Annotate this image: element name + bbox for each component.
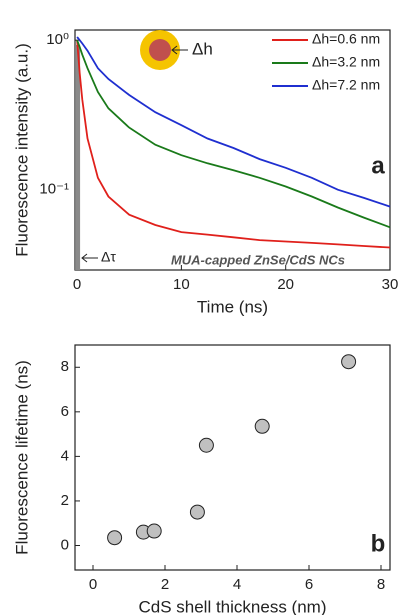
panel-label: b [371,530,386,557]
x-tick-label: 6 [305,576,313,593]
panel-label: a [371,152,385,179]
plot-frame [74,29,391,271]
x-tick-label: 0 [89,576,97,593]
data-point [341,354,357,370]
sample-label: MUA-capped ZnSe/CdS NCs [171,252,345,267]
x-tick-label: 8 [377,576,385,593]
y-tick-label: 4 [61,447,69,464]
decay-curve [76,36,391,208]
data-point [189,504,205,520]
y-tick-label: 8 [61,358,69,375]
x-axis-label: CdS shell thickness (nm) [138,597,326,615]
data-point [254,418,270,434]
y-tick-label: 10⁰ [46,31,69,48]
data-point [107,530,123,546]
shell-label: Δh [192,39,213,58]
data-point [198,437,214,453]
data-point [146,523,162,539]
decay-curve [76,40,391,249]
plot-frame [74,344,391,571]
core-icon [149,39,171,61]
decay-curve [76,39,391,229]
irf-arrow [81,253,98,263]
x-tick-label: 4 [233,576,241,593]
y-tick-label: 0 [61,536,69,553]
shell-arrow [171,45,188,55]
x-tick-label: 10 [173,276,190,293]
x-tick-label: 20 [277,276,294,293]
y-tick-label: 2 [61,492,69,509]
x-tick-label: 2 [161,576,169,593]
legend-label: Δh=7.2 nm [312,77,380,93]
y-tick-label: 6 [61,403,69,420]
y-axis-label: Fluorescence intensity (a.u.) [12,43,31,257]
x-tick-label: 0 [73,276,81,293]
legend-label: Δh=0.6 nm [312,31,380,47]
x-tick-label: 30 [382,276,399,293]
x-axis-label: Time (ns) [197,297,268,316]
irf-pulse [75,45,81,270]
irf-label: Δτ [101,249,116,265]
legend-label: Δh=3.2 nm [312,54,380,70]
y-axis-label: Fluorescence lifetime (ns) [12,360,31,555]
y-tick-label: 10⁻¹ [39,181,69,198]
